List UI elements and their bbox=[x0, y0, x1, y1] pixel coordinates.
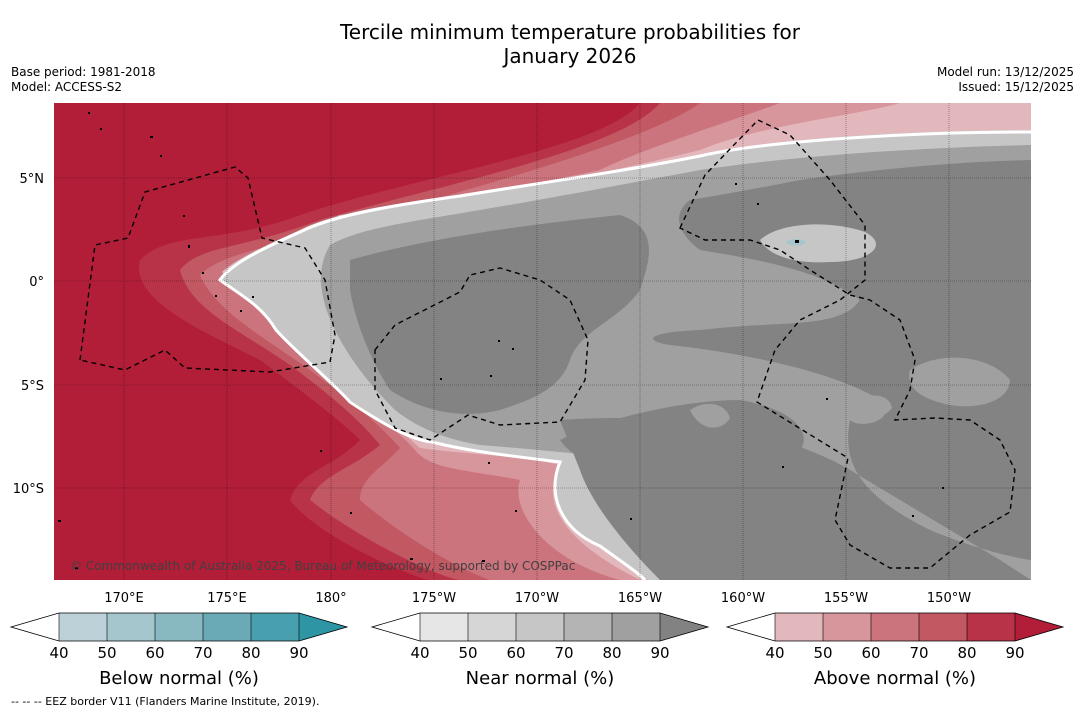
region-near-light-patch bbox=[760, 224, 877, 263]
latitude-labels: 5°N 0° 5°S 10°S bbox=[13, 172, 44, 497]
tercile-boundary-line bbox=[217, 130, 1031, 580]
cb-above-tick-40: 40 bbox=[765, 644, 784, 662]
cb-above-title: Above normal (%) bbox=[814, 668, 976, 689]
issued-date: Issued: 15/12/2025 bbox=[958, 80, 1074, 94]
cb-near-tick-40: 40 bbox=[410, 644, 429, 662]
cb-above-tick-80: 80 bbox=[957, 644, 976, 662]
longitude-labels: 170°E 175°E 180° 175°W 170°W 165°W 160°W… bbox=[104, 591, 971, 606]
lon-label-160w: 160°W bbox=[721, 591, 765, 606]
model-name: Model: ACCESS-S2 bbox=[11, 80, 123, 94]
cb-above-normal-swatch-3 bbox=[871, 613, 919, 641]
cb-below-tick-90: 90 bbox=[289, 644, 308, 662]
cb-above-normal-swatch-1 bbox=[775, 613, 823, 641]
copyright-watermark: © Commonwealth of Australia 2025, Bureau… bbox=[70, 559, 575, 573]
region-near-patch-3 bbox=[608, 370, 632, 384]
lon-label-180: 180° bbox=[315, 591, 346, 606]
cb-near-normal-swatch-2 bbox=[468, 613, 516, 641]
cb-below-normal-swatch-5 bbox=[251, 613, 299, 641]
lat-label-10s: 10°S bbox=[13, 482, 44, 497]
cb-below-normal-swatch-1 bbox=[59, 613, 107, 641]
cb-below-normal-low-extend bbox=[11, 613, 59, 641]
lon-label-175w: 175°W bbox=[412, 591, 456, 606]
cb-below-normal-high-extend bbox=[299, 613, 347, 641]
cb-near-tick-80: 80 bbox=[602, 644, 621, 662]
cb-near-tick-90: 90 bbox=[650, 644, 669, 662]
colorbar-above-normal: 40 50 60 70 80 90 Above normal (%) bbox=[725, 612, 1065, 689]
lon-label-155w: 155°W bbox=[824, 591, 868, 606]
region-near-patch-2 bbox=[858, 395, 892, 416]
eez-border-kiribati-gilbert bbox=[79, 166, 336, 373]
region-near-90 bbox=[350, 160, 1031, 580]
lon-label-170e: 170°E bbox=[104, 591, 144, 606]
cb-below-normal-swatch-3 bbox=[155, 613, 203, 641]
lat-label-0: 0° bbox=[29, 275, 44, 290]
cb-below-normal-swatch-2 bbox=[107, 613, 155, 641]
model-run: Model run: 13/12/2025 bbox=[936, 65, 1074, 79]
cb-near-tick-50: 50 bbox=[458, 644, 477, 662]
lon-label-150w: 150°W bbox=[927, 591, 971, 606]
cb-near-tick-70: 70 bbox=[554, 644, 573, 662]
cb-below-normal-swatch-4 bbox=[203, 613, 251, 641]
cb-below-tick-50: 50 bbox=[97, 644, 116, 662]
cb-above-tick-50: 50 bbox=[813, 644, 832, 662]
lon-label-165w: 165°W bbox=[618, 591, 662, 606]
cb-below-tick-40: 40 bbox=[49, 644, 68, 662]
cb-below-tick-60: 60 bbox=[145, 644, 164, 662]
cb-above-normal-low-extend bbox=[727, 613, 775, 641]
cb-below-tick-80: 80 bbox=[241, 644, 260, 662]
cb-near-normal-swatch-1 bbox=[420, 613, 468, 641]
colorbar-below-normal: 40 50 60 70 80 90 Below normal (%) bbox=[9, 612, 349, 689]
cb-above-normal-swatch-5 bbox=[967, 613, 1015, 641]
cb-near-title: Near normal (%) bbox=[466, 668, 615, 689]
cb-above-tick-70: 70 bbox=[909, 644, 928, 662]
map-title: Tercile minimum temperature probabilitie… bbox=[270, 20, 870, 68]
colorbar-near-normal: 40 50 60 70 80 90 Near normal (%) bbox=[370, 612, 710, 689]
lon-label-175e: 175°E bbox=[207, 591, 247, 606]
region-near-patch-1 bbox=[690, 403, 730, 428]
cb-below-title: Below normal (%) bbox=[99, 668, 259, 689]
cb-near-normal-high-extend bbox=[660, 613, 708, 641]
cb-near-normal-low-extend bbox=[372, 613, 420, 641]
title-line-2: January 2026 bbox=[503, 44, 637, 68]
cb-above-tick-60: 60 bbox=[861, 644, 880, 662]
lat-label-5n: 5°N bbox=[20, 172, 45, 187]
cb-near-tick-60: 60 bbox=[506, 644, 525, 662]
cb-near-normal-swatch-4 bbox=[564, 613, 612, 641]
cb-above-normal-swatch-2 bbox=[823, 613, 871, 641]
lon-label-170w: 170°W bbox=[515, 591, 559, 606]
base-period: Base period: 1981-2018 bbox=[11, 65, 156, 79]
cb-above-tick-90: 90 bbox=[1005, 644, 1024, 662]
map-plot-area: © Commonwealth of Australia 2025, Bureau… bbox=[54, 103, 1031, 580]
metadata-left: Base period: 1981-2018 Model: ACCESS-S2 bbox=[11, 65, 156, 95]
lat-label-5s: 5°S bbox=[21, 379, 44, 394]
cb-above-normal-swatch-4 bbox=[919, 613, 967, 641]
cb-near-normal-swatch-3 bbox=[516, 613, 564, 641]
cb-near-normal-swatch-5 bbox=[612, 613, 660, 641]
region-near-patch-4 bbox=[909, 357, 1010, 407]
metadata-right: Model run: 13/12/2025 Issued: 15/12/2025 bbox=[937, 65, 1074, 95]
eez-note: -- -- -- EEZ border V11 (Flanders Marine… bbox=[11, 695, 320, 708]
title-line-1: Tercile minimum temperature probabilitie… bbox=[339, 20, 801, 44]
eez-border-kiribati-line bbox=[679, 119, 1016, 569]
cb-above-normal-high-extend bbox=[1015, 613, 1063, 641]
eez-border-kiribati-phoenix bbox=[374, 267, 589, 441]
eez-borders bbox=[79, 119, 1016, 569]
islands bbox=[58, 112, 944, 569]
cb-below-tick-70: 70 bbox=[193, 644, 212, 662]
